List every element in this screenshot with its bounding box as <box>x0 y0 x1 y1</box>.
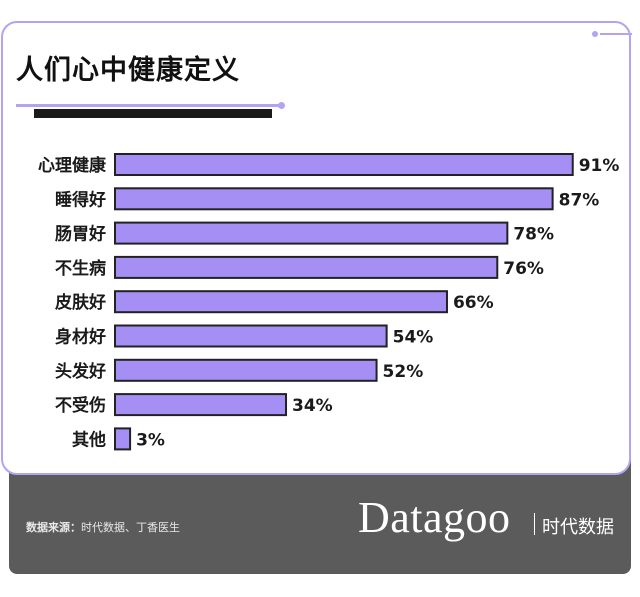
bar <box>114 153 574 176</box>
bar <box>114 290 448 314</box>
bar <box>114 221 509 245</box>
title-underline-accent <box>16 104 282 107</box>
corner-decoration <box>592 31 632 37</box>
category-label: 头发好 <box>55 361 106 382</box>
corner-decoration-dot <box>592 31 598 37</box>
bar <box>114 358 378 382</box>
brand-name-cn: 时代数据 <box>542 517 614 538</box>
value-label: 52% <box>383 362 424 382</box>
value-label: 78% <box>513 225 554 245</box>
data-source-text: 时代数据、丁香医生 <box>81 521 180 534</box>
bar <box>114 187 554 211</box>
brand-logo: Datagoo <box>358 493 511 542</box>
value-label: 3% <box>136 430 165 450</box>
brand-separator <box>534 513 535 535</box>
chart-title: 人们心中健康定义 <box>16 55 240 86</box>
title-underline-bar <box>34 109 272 118</box>
value-label: 66% <box>453 293 494 313</box>
bar <box>114 427 132 451</box>
bar <box>114 255 499 279</box>
bar <box>114 324 388 348</box>
data-source-label: 数据来源： <box>26 521 81 534</box>
category-label: 不生病 <box>55 258 106 279</box>
category-label: 其他 <box>72 429 106 450</box>
value-label: 34% <box>292 396 333 416</box>
value-label: 54% <box>393 328 434 348</box>
category-label: 心理健康 <box>38 155 107 176</box>
chart-card <box>1 21 631 475</box>
category-label: 皮肤好 <box>55 292 106 313</box>
value-label: 76% <box>503 259 544 279</box>
title-underline-dot <box>278 102 285 109</box>
category-label: 身材好 <box>55 327 106 348</box>
value-label: 87% <box>559 190 600 210</box>
bar <box>114 393 288 417</box>
category-label: 肠胃好 <box>55 224 106 245</box>
category-label: 睡得好 <box>55 189 106 210</box>
category-label: 不受伤 <box>55 395 106 416</box>
corner-decoration-line <box>600 33 632 35</box>
data-source: 数据来源：时代数据、丁香医生 <box>26 519 180 535</box>
value-label: 91% <box>579 156 620 176</box>
